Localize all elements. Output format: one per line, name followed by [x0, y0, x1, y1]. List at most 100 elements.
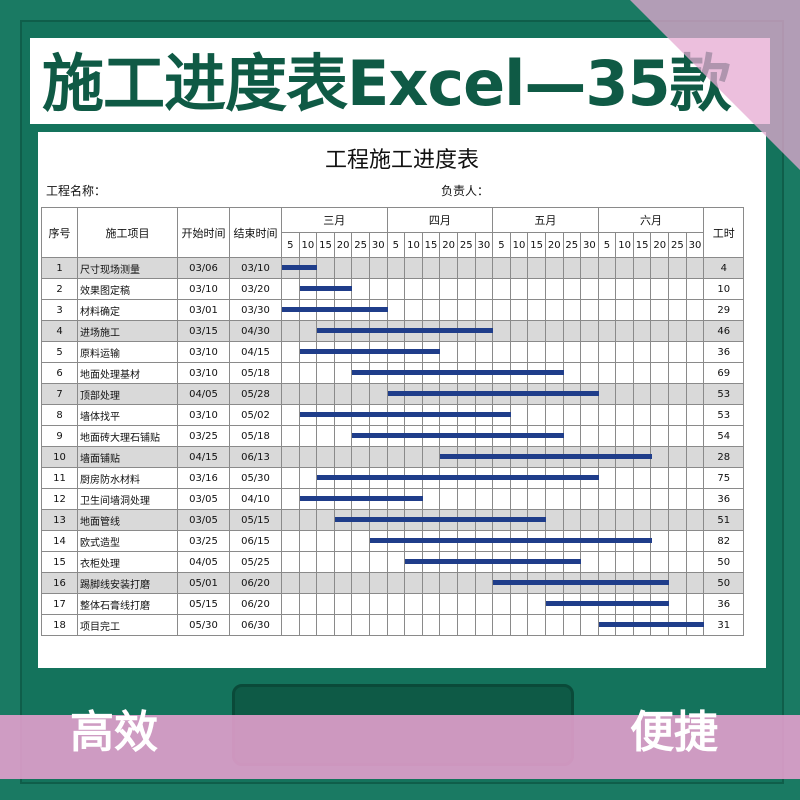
table-row[interactable]: 1 尺寸现场测量 03/06 03/10 4 [41, 257, 745, 279]
row-item: 欧式造型 [77, 530, 178, 552]
gantt-cell [668, 383, 687, 405]
table-row[interactable]: 5 原料运输 03/10 04/15 36 [41, 341, 745, 363]
row-start: 03/10 [177, 362, 230, 384]
row-item: 项目完工 [77, 614, 178, 636]
gantt-cell [509, 488, 529, 510]
gantt-cell [650, 446, 670, 468]
gantt-cell [650, 320, 670, 342]
gantt-cell [685, 341, 705, 363]
gantt-cell [650, 530, 670, 552]
gantt-cell [685, 446, 705, 468]
table-row[interactable]: 8 墙体找平 03/10 05/02 53 [41, 404, 745, 426]
table-row[interactable]: 10 墙面铺贴 04/15 06/13 28 [41, 446, 745, 468]
gantt-cell [298, 341, 441, 363]
gantt-bar [352, 433, 564, 438]
gantt-cell [421, 572, 441, 594]
row-end: 06/20 [229, 572, 282, 594]
gantt-cell [544, 593, 670, 615]
table-row[interactable]: 15 衣柜处理 04/05 05/25 50 [41, 551, 745, 573]
row-item: 墙面铺贴 [77, 446, 178, 468]
row-end: 03/30 [229, 299, 282, 321]
gantt-cell [281, 362, 300, 384]
gantt-cell [597, 299, 617, 321]
sheet-title: 工程施工进度表 [324, 148, 479, 173]
row-seq: 8 [41, 404, 78, 426]
gantt-cell [597, 362, 617, 384]
row-seq: 2 [41, 278, 78, 300]
gantt-cell [580, 551, 599, 573]
table-row[interactable]: 11 厨房防水材料 03/16 05/30 75 [41, 467, 745, 489]
table-row[interactable]: 17 整体石膏线打磨 05/15 06/20 36 [41, 593, 745, 615]
header-item: 施工项目 [77, 207, 178, 258]
row-end: 06/13 [229, 446, 282, 468]
row-item: 整体石膏线打磨 [77, 593, 178, 615]
gantt-cell [298, 446, 318, 468]
table-row[interactable]: 9 地面砖大理石铺贴 03/25 05/18 54 [41, 425, 745, 447]
gantt-cell [281, 593, 300, 615]
gantt-cell [668, 341, 687, 363]
gantt-cell [632, 404, 652, 426]
footer-left-text: 高效 [70, 707, 158, 758]
gantt-cell [333, 383, 353, 405]
gantt-cell [580, 509, 599, 531]
gantt-cell [386, 299, 406, 321]
row-start: 05/15 [177, 593, 230, 615]
row-start: 03/05 [177, 488, 230, 510]
table-row[interactable]: 2 效果图定稿 03/10 03/20 10 [41, 278, 745, 300]
gantt-cell [562, 488, 582, 510]
row-days: 10 [703, 278, 745, 300]
gantt-cell [527, 614, 546, 636]
row-start: 04/05 [177, 383, 230, 405]
gantt-cell [351, 425, 564, 447]
row-item: 地面处理基材 [77, 362, 178, 384]
gantt-cell [650, 278, 670, 300]
gantt-cell [650, 299, 670, 321]
gantt-cell [368, 257, 388, 279]
gantt-cell [439, 488, 458, 510]
gantt-cell [316, 446, 335, 468]
table-row[interactable]: 13 地面管线 03/05 05/15 51 [41, 509, 745, 531]
gantt-cell [368, 593, 388, 615]
row-days: 75 [703, 467, 745, 489]
row-end: 05/18 [229, 425, 282, 447]
gantt-cell [562, 362, 582, 384]
table-row[interactable]: 18 项目完工 05/30 06/30 31 [41, 614, 745, 636]
gantt-cell [298, 530, 318, 552]
row-item: 墙体找平 [77, 404, 178, 426]
table-row[interactable]: 4 进场施工 03/15 04/30 46 [41, 320, 745, 342]
day-tick: 5 [597, 232, 617, 258]
gantt-cell [615, 299, 634, 321]
gantt-cell [509, 299, 529, 321]
gantt-cell [597, 383, 617, 405]
gantt-cell [544, 614, 564, 636]
gantt-cell [298, 383, 318, 405]
gantt-cell [421, 257, 441, 279]
gantt-cell [544, 341, 564, 363]
row-days: 46 [703, 320, 745, 342]
gantt-cell [580, 341, 599, 363]
gantt-cell [333, 257, 353, 279]
info-row: 工程名称： 负责人： [46, 182, 746, 199]
gantt-cell [580, 404, 599, 426]
gantt-cell [351, 383, 370, 405]
gantt-cell [615, 257, 634, 279]
table-row[interactable]: 6 地面处理基材 03/10 05/18 69 [41, 362, 745, 384]
table-row[interactable]: 14 欧式造型 03/25 06/15 82 [41, 530, 745, 552]
gantt-cell [615, 383, 634, 405]
gantt-cell [668, 404, 687, 426]
table-row[interactable]: 3 材料确定 03/01 03/30 29 [41, 299, 745, 321]
gantt-cell [404, 446, 423, 468]
gantt-cell [316, 362, 335, 384]
table-row[interactable]: 16 踢脚线安装打磨 05/01 06/20 50 [41, 572, 745, 594]
table-row[interactable]: 12 卫生间墙洞处理 03/05 04/10 36 [41, 488, 745, 510]
gantt-bar [299, 286, 353, 291]
gantt-cell [298, 362, 318, 384]
gantt-cell [544, 299, 564, 321]
gantt-bar [369, 538, 652, 543]
table-row[interactable]: 7 顶部处理 04/05 05/28 53 [41, 383, 745, 405]
gantt-cell [509, 614, 529, 636]
row-seq: 12 [41, 488, 78, 510]
row-seq: 15 [41, 551, 78, 573]
gantt-cell [615, 320, 634, 342]
gantt-cell [281, 257, 318, 279]
